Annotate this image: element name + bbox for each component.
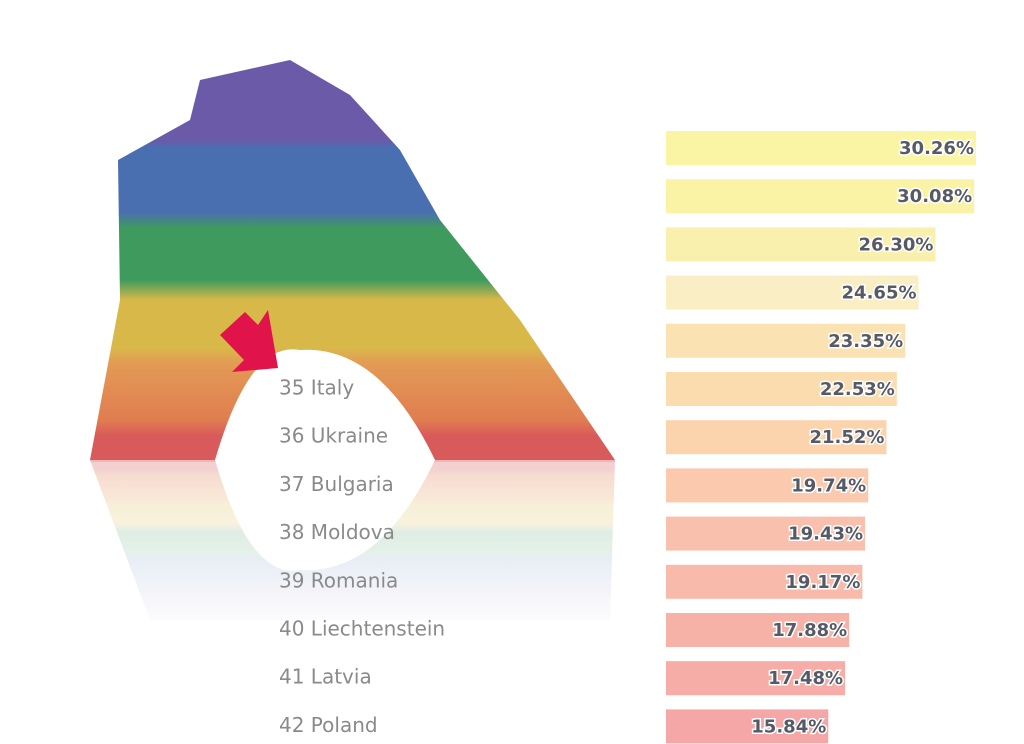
category-label: 39 Romania — [279, 568, 398, 592]
bar — [666, 275, 919, 310]
value-label: 23.35% — [828, 331, 903, 352]
bar — [666, 179, 975, 214]
value-label: 21.52% — [809, 427, 884, 448]
category-label: 37 Bulgaria — [279, 472, 394, 496]
bar — [666, 613, 850, 647]
bar — [666, 131, 976, 165]
value-label: 22.53% — [820, 379, 895, 400]
value-label: 17.48% — [768, 668, 843, 689]
value-label: 19.43% — [788, 524, 863, 545]
value-label: 30.08% — [897, 186, 972, 207]
value-label: 26.30% — [858, 234, 933, 255]
bar — [666, 227, 936, 262]
bar — [666, 372, 897, 406]
bar — [666, 661, 846, 696]
category-label: 35 Italy — [279, 376, 354, 400]
value-label: 19.74% — [791, 475, 866, 496]
value-label: 30.26% — [899, 138, 974, 159]
category-label: 40 Liechtenstein — [279, 617, 445, 641]
category-label: 42 Poland — [279, 713, 378, 737]
value-label: 19.17% — [785, 572, 860, 593]
bar — [666, 468, 869, 503]
value-label: 15.84% — [751, 716, 826, 737]
hands-image — [80, 60, 640, 632]
bar — [666, 323, 906, 358]
bars: 30.26% 30.08% 26.30% 24.65% 23.35% 22.53% 35 I… — [279, 131, 976, 744]
bar — [666, 564, 863, 599]
value-label: 17.88% — [772, 620, 847, 641]
bar — [666, 709, 829, 744]
bar — [666, 420, 887, 455]
category-label: 38 Moldova — [279, 520, 395, 544]
category-label: 36 Ukraine — [279, 424, 388, 448]
bar — [666, 516, 866, 551]
value-label: 24.65% — [842, 283, 917, 304]
category-label: 41 Latvia — [279, 665, 372, 689]
